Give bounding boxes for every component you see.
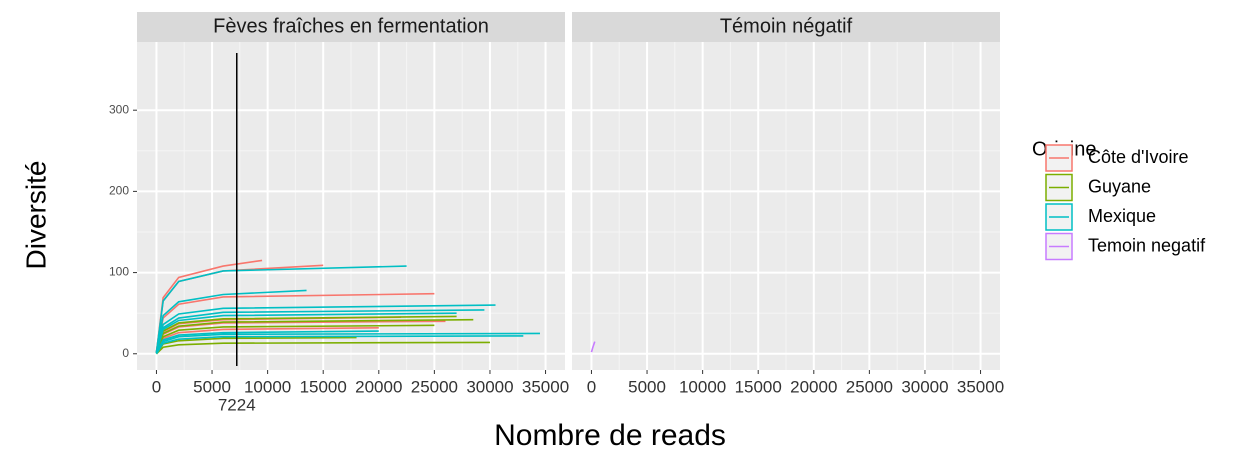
x-tick-label: 10000 [244,377,291,396]
legend-label: Guyane [1088,176,1151,196]
x-tick-label: 5000 [628,377,666,396]
curve [155,289,307,353]
curve [590,341,596,353]
facet-title: Fèves fraîches en fermentation [213,15,489,37]
x-tick-label: 0 [152,377,161,396]
facet-title: Témoin négatif [720,15,853,37]
legend-label: Mexique [1088,206,1156,226]
strip [137,12,565,42]
x-tick-label: 20000 [790,377,837,396]
x-axis-label: Nombre de reads [494,419,726,452]
x-tick-label: 25000 [411,377,458,396]
y-tick-label: 200 [109,184,129,198]
x-tick-label: 20000 [355,377,402,396]
curve [155,335,524,355]
curve [155,324,435,354]
legend-label: Côte d'Ivoire [1088,147,1189,167]
x-tick-label: 30000 [901,377,948,396]
x-tick-label: 30000 [466,377,513,396]
reference-label: 7224 [218,395,256,414]
x-tick-label: 25000 [846,377,893,396]
y-tick-label: 100 [109,265,129,279]
x-tick-label: 35000 [957,377,1004,396]
x-tick-label: 15000 [735,377,782,396]
curve [155,341,490,355]
curve [155,265,407,353]
legend-label: Temoin negatif [1088,235,1206,255]
x-tick-label: 0 [587,377,596,396]
strip [572,12,1000,42]
y-axis-label: Diversité [20,161,51,270]
x-tick-label: 5000 [193,377,231,396]
curve [155,312,457,354]
y-tick-label: 300 [109,102,129,116]
x-tick-label: 15000 [300,377,347,396]
y-tick-label: 0 [122,346,129,360]
x-tick-label: 35000 [522,377,569,396]
curve [155,330,379,354]
x-tick-label: 10000 [679,377,726,396]
